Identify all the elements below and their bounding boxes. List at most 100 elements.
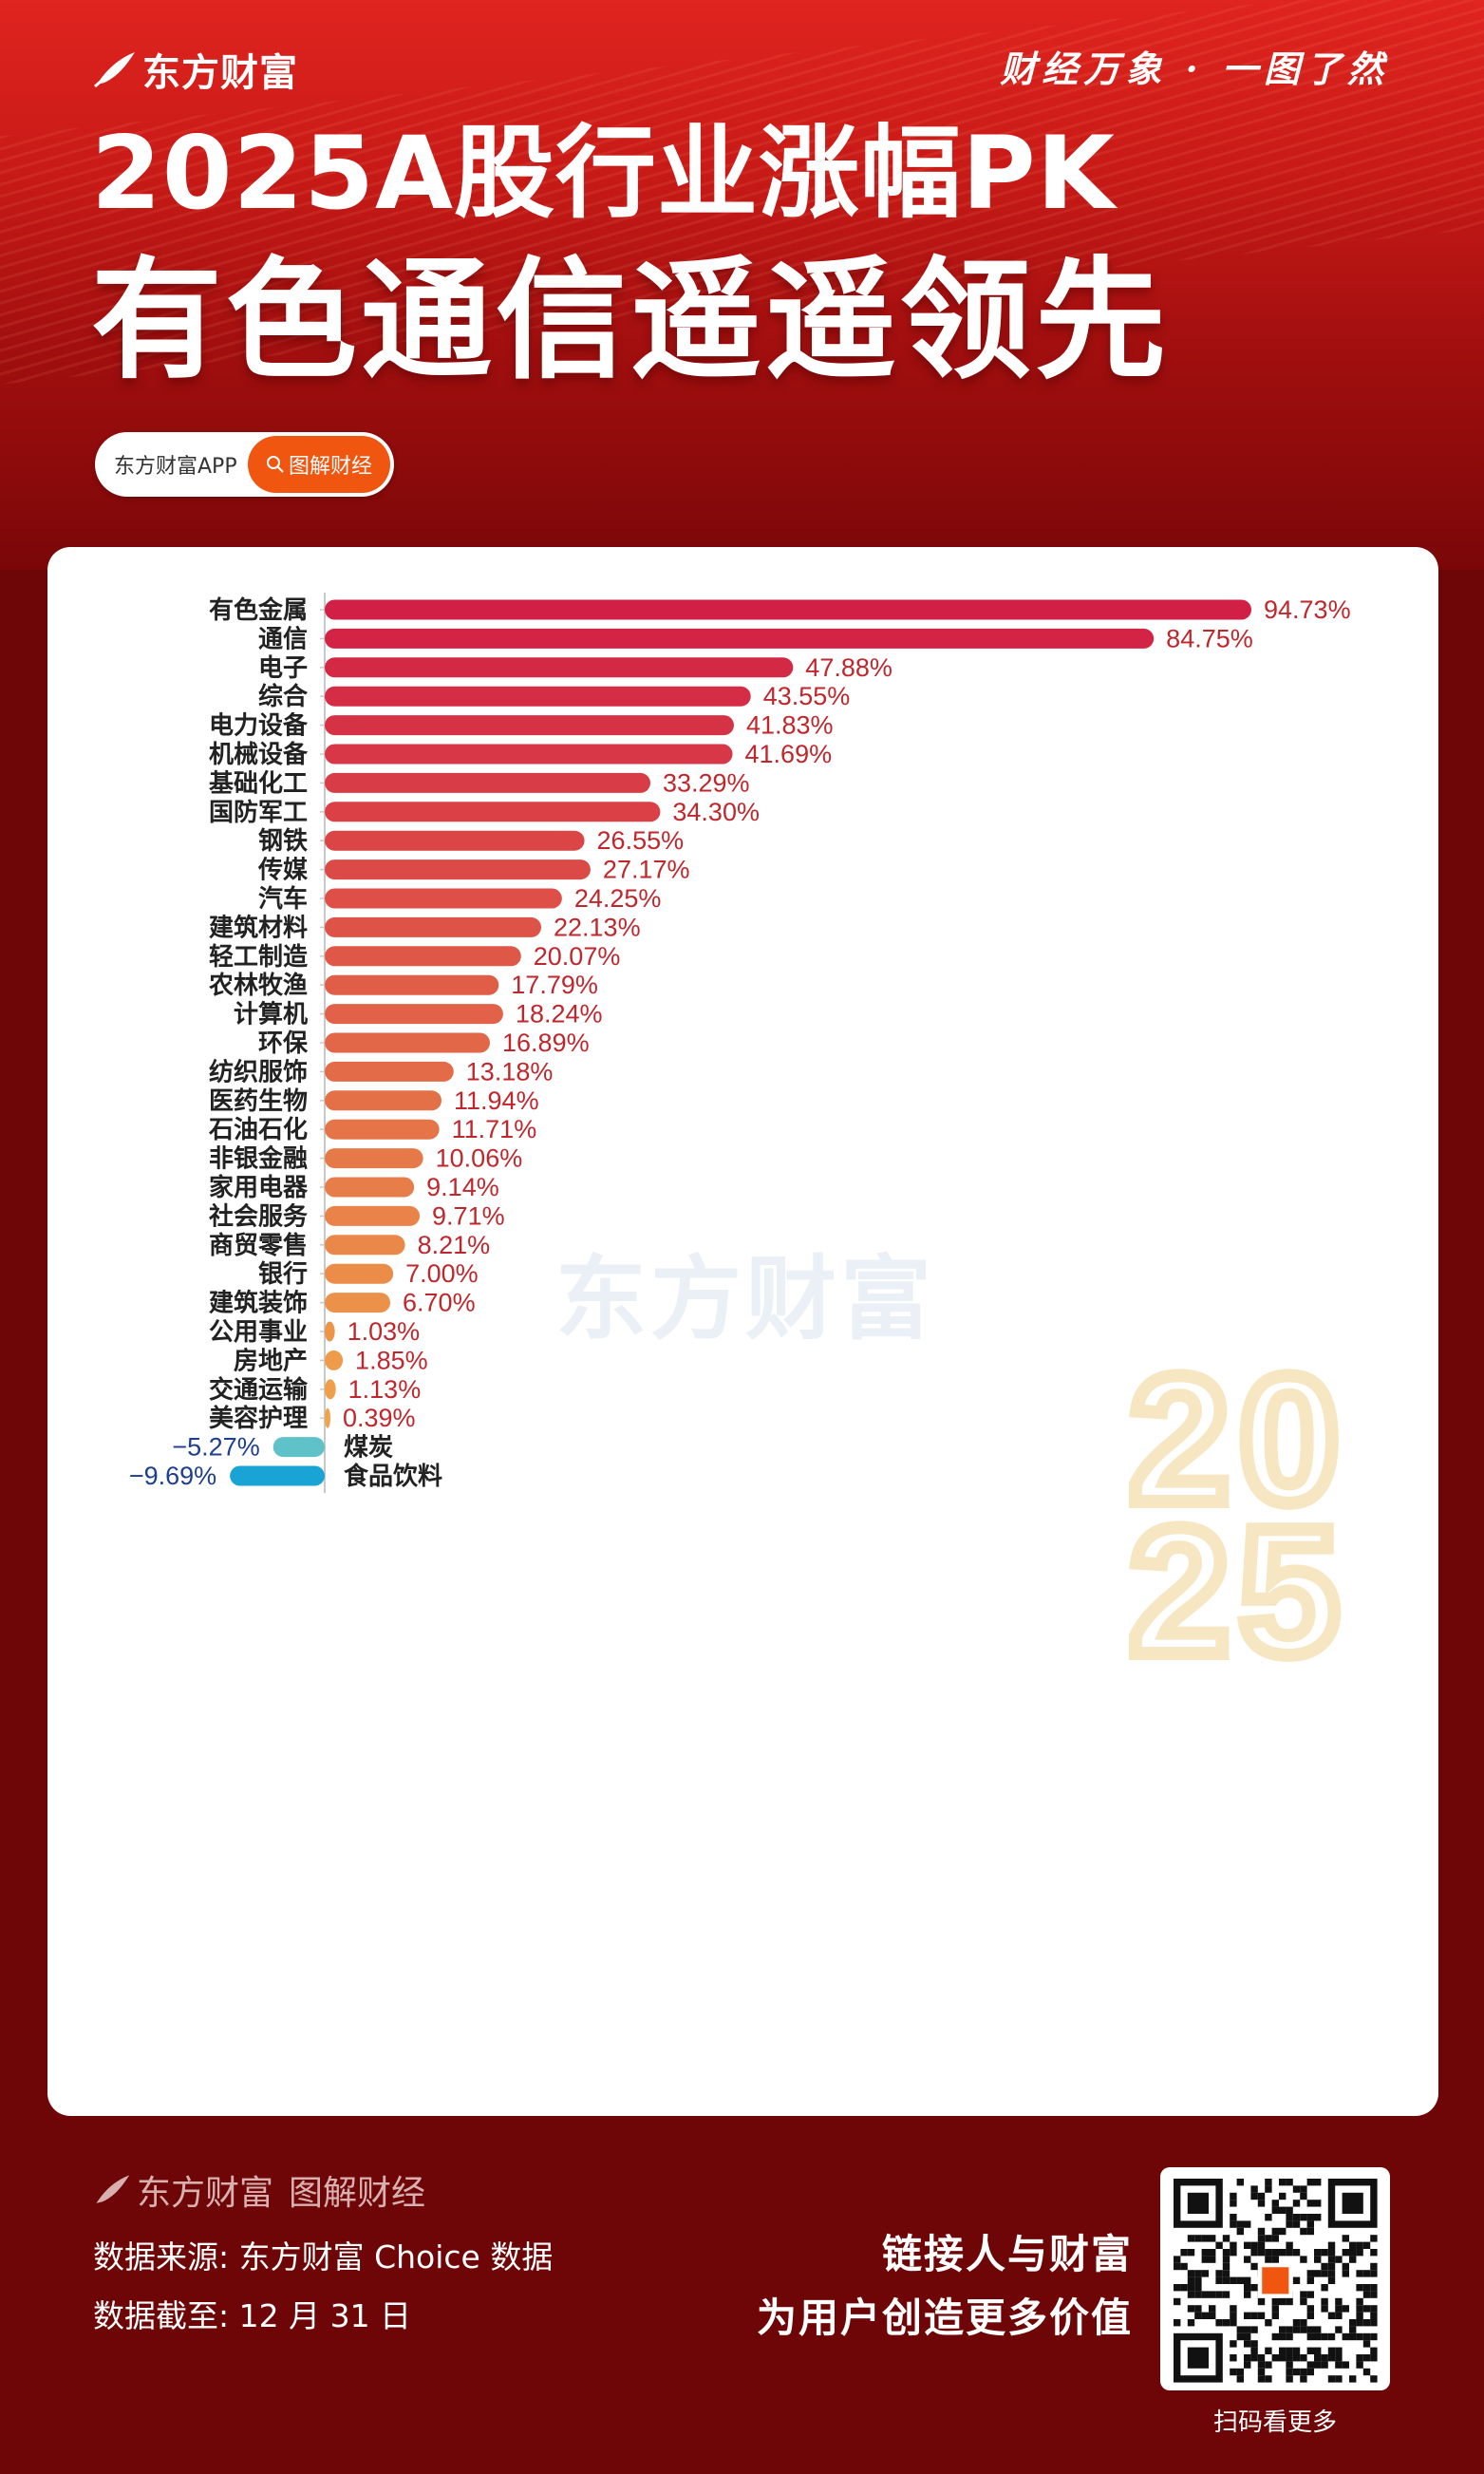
category-label: 轻工制造 xyxy=(209,942,308,971)
value-label: 27.17% xyxy=(603,856,690,884)
value-label: 41.83% xyxy=(746,711,834,740)
bar xyxy=(325,1119,440,1140)
value-label: 94.73% xyxy=(1264,595,1351,624)
brand-name: 东方财富 xyxy=(142,51,298,95)
bar xyxy=(325,1148,423,1169)
value-label: 47.88% xyxy=(805,653,892,682)
bar xyxy=(325,888,562,909)
category-label: 基础化工 xyxy=(209,768,308,797)
category-label: 美容护理 xyxy=(209,1404,308,1432)
category-label: 机械设备 xyxy=(209,740,309,768)
category-label: 石油石化 xyxy=(208,1115,308,1143)
bar xyxy=(325,1061,454,1082)
bar xyxy=(325,802,661,822)
value-label: 1.13% xyxy=(348,1375,422,1404)
bar xyxy=(325,1090,442,1111)
category-label: 电子 xyxy=(258,653,308,682)
value-label: 84.75% xyxy=(1166,624,1253,652)
category-label: 环保 xyxy=(258,1029,309,1057)
qr-code-icon xyxy=(1174,2179,1378,2383)
pill-button-label: 图解财经 xyxy=(288,455,372,479)
chart-card: 东方财富 20 25 有色金属 94.73% 通信 84.75% 电子 47.88% 综合 43.5… xyxy=(47,547,1438,2116)
category-label: 传媒 xyxy=(257,856,309,884)
page-subtitle: 有色通信遥遥领先 xyxy=(91,244,1171,397)
bar xyxy=(325,916,542,937)
category-label: 社会服务 xyxy=(209,1201,308,1230)
category-label: 钢铁 xyxy=(258,826,308,855)
bar xyxy=(325,1004,503,1025)
brand-logo[interactable]: 东方财富 xyxy=(93,42,298,97)
qr-code[interactable] xyxy=(1160,2167,1390,2390)
value-label: 16.89% xyxy=(502,1029,590,1057)
brand-feather-icon xyxy=(94,52,135,88)
bar xyxy=(325,974,499,995)
category-label: 汽车 xyxy=(258,884,308,913)
category-label: 商贸零售 xyxy=(209,1231,308,1259)
value-label: 17.79% xyxy=(511,971,598,999)
value-label: 1.03% xyxy=(348,1317,421,1346)
bar xyxy=(325,1235,405,1256)
bar xyxy=(325,628,1155,649)
value-label: 34.30% xyxy=(672,798,760,826)
category-label: 纺织服饰 xyxy=(209,1057,308,1086)
bar xyxy=(325,1321,335,1342)
industry-bar-chart: 东方财富 2025 有色金属 94.73% 通信 84.75% 电子 47.88% 综合 43.5… xyxy=(129,593,1351,1699)
search-icon xyxy=(266,456,284,473)
value-label: 24.25% xyxy=(574,884,662,913)
category-label: 建筑装饰 xyxy=(209,1289,308,1317)
bar xyxy=(325,599,1251,620)
value-label: 9.14% xyxy=(426,1173,499,1201)
year-mark-top: 20 xyxy=(1129,1339,1348,1540)
value-label: 18.24% xyxy=(516,1000,603,1029)
footer-brand-sub: 图解财经 xyxy=(289,2174,426,2213)
page-title: 2025A股行业涨幅PK xyxy=(91,115,1116,232)
category-label: 煤炭 xyxy=(344,1433,393,1462)
year-mark-bottom: 25 xyxy=(1129,1491,1348,1692)
value-label: 22.13% xyxy=(554,913,641,941)
bar xyxy=(230,1465,325,1486)
category-label: 医药生物 xyxy=(209,1086,308,1115)
footer-slogan-1: 链接人与财富 xyxy=(881,2231,1133,2277)
value-label: 41.69% xyxy=(745,740,833,768)
qr-caption: 扫码看更多 xyxy=(1212,2408,1337,2437)
value-label: 10.06% xyxy=(436,1144,523,1173)
footer-brand-name: 东方财富 xyxy=(137,2174,274,2213)
bar xyxy=(325,744,733,765)
category-label: 有色金属 xyxy=(209,595,308,624)
value-label: 6.70% xyxy=(403,1289,476,1317)
category-label: 非银金融 xyxy=(209,1144,308,1173)
data-date: 数据截至: 12 月 31 日 xyxy=(93,2297,412,2334)
category-label: 通信 xyxy=(258,624,308,652)
category-label: 食品饮料 xyxy=(344,1462,442,1490)
pill-search-button[interactable]: 图解财经 xyxy=(248,436,390,493)
bar xyxy=(325,657,794,678)
value-label: 11.71% xyxy=(452,1115,537,1143)
pill-app-label: 东方财富APP xyxy=(114,455,237,479)
category-label: 综合 xyxy=(258,682,309,710)
category-label: 建筑材料 xyxy=(209,913,308,941)
header-banner: 东方财富 财经万象 · 一图了然 2025A股行业涨幅PK 有色通信遥遥领先 东… xyxy=(0,0,1484,570)
bar xyxy=(325,715,734,736)
category-label: 电力设备 xyxy=(209,711,309,740)
footer-brand: 东方财富 图解财经 xyxy=(93,2165,425,2215)
bar xyxy=(325,830,585,851)
footer-feather-icon xyxy=(96,2175,130,2203)
value-label: 9.71% xyxy=(432,1201,505,1230)
value-label: 20.07% xyxy=(534,942,621,971)
header-slogan: 财经万象 · 一图了然 xyxy=(1000,47,1389,90)
category-label: 家用电器 xyxy=(209,1173,309,1201)
value-label: 0.39% xyxy=(343,1404,416,1432)
bar xyxy=(325,1407,330,1428)
value-label: −9.69% xyxy=(129,1462,216,1490)
bar xyxy=(272,1437,325,1458)
bar xyxy=(325,1263,394,1284)
bar xyxy=(325,1205,421,1226)
value-label: 8.21% xyxy=(418,1231,491,1259)
value-label: −5.27% xyxy=(172,1433,259,1462)
bar xyxy=(325,859,591,880)
bar xyxy=(325,686,751,707)
category-label: 交通运输 xyxy=(209,1375,309,1404)
app-search-pill[interactable]: 东方财富APP 图解财经 xyxy=(95,432,394,497)
bar xyxy=(325,946,521,967)
footer-slogan-2: 为用户创造更多价值 xyxy=(756,2295,1133,2341)
